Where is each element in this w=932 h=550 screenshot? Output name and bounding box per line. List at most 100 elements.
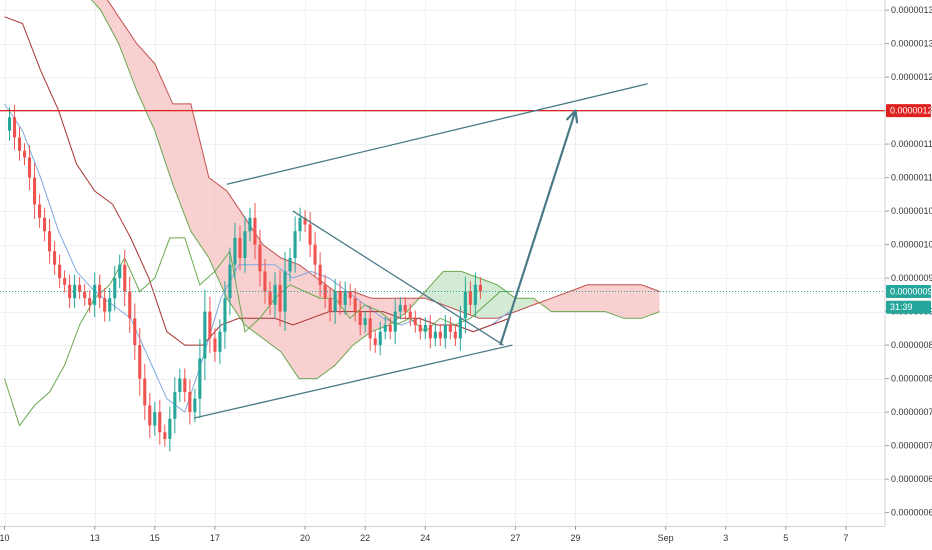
cloud-segment xyxy=(623,284,642,319)
candle-body xyxy=(398,304,402,312)
cloud-segment xyxy=(641,284,660,319)
candle-body xyxy=(118,264,122,279)
candle-body xyxy=(233,237,237,265)
cloud-segment xyxy=(208,177,227,299)
candle-body xyxy=(228,264,232,299)
time-tick-label: 13 xyxy=(90,533,100,543)
candle-body xyxy=(378,331,382,346)
candle-body xyxy=(403,304,407,312)
cloud-segment xyxy=(551,291,570,312)
candle-body xyxy=(318,264,322,285)
candle-body xyxy=(48,231,52,252)
candle-body xyxy=(213,338,217,352)
candle-body xyxy=(113,278,117,299)
candle-body xyxy=(433,331,437,339)
candle-body xyxy=(333,291,337,312)
candle-body xyxy=(288,258,292,272)
cloud-segment xyxy=(299,264,317,379)
candle-body xyxy=(28,157,32,178)
lower-triangle-line xyxy=(193,344,513,419)
candle-body xyxy=(323,284,327,299)
candle-body xyxy=(223,298,227,332)
target-arrow-shaft xyxy=(499,110,577,346)
candle-body xyxy=(8,117,12,131)
time-tick-label: 17 xyxy=(210,533,220,543)
candle-body xyxy=(268,291,272,305)
candle-body xyxy=(138,345,142,379)
cloud-segment xyxy=(353,291,372,346)
candle-body xyxy=(458,318,462,339)
candle-body xyxy=(193,398,197,413)
candle-body xyxy=(53,251,57,265)
candle-body xyxy=(393,311,397,332)
price-tick-label: 0.00000125 xyxy=(891,72,932,82)
candle-body xyxy=(173,392,177,419)
candle-body xyxy=(198,358,202,399)
candle-body xyxy=(343,291,347,305)
candle-body xyxy=(13,117,17,138)
candle-body xyxy=(473,284,477,305)
candle-body xyxy=(368,318,372,339)
candle-body xyxy=(108,298,112,312)
candle-body xyxy=(183,378,187,392)
candle-body xyxy=(353,298,357,312)
candle-body xyxy=(88,298,92,305)
time-tick-label: 20 xyxy=(300,533,310,543)
candle-body xyxy=(168,418,172,439)
price-tag-label-countdown: 31:39 xyxy=(890,302,913,312)
time-tick-label: 5 xyxy=(783,533,788,543)
candle-body xyxy=(33,177,37,205)
candle-body xyxy=(448,325,452,332)
candlesticks xyxy=(8,104,482,452)
candle-body xyxy=(23,150,27,158)
time-tick-label: 22 xyxy=(360,533,370,543)
price-tick-label: 0.00000095 xyxy=(891,273,932,283)
candle-body xyxy=(408,311,412,319)
candle-body xyxy=(273,284,277,305)
time-axis-panel[interactable] xyxy=(0,526,885,550)
price-tick-label: 0.00000115 xyxy=(891,139,932,149)
cloud-segment xyxy=(443,271,462,312)
candle-body xyxy=(103,298,107,312)
candle-body xyxy=(83,291,87,299)
candle-body xyxy=(413,318,417,325)
candle-body xyxy=(158,412,162,433)
price-axis-panel[interactable] xyxy=(885,0,932,526)
cloud-segment xyxy=(190,103,209,259)
cloud-segment xyxy=(172,103,191,232)
candle-body xyxy=(278,284,282,312)
candle-body xyxy=(58,264,62,279)
candle-body xyxy=(243,231,247,258)
cloud-span-b-line xyxy=(106,0,660,319)
candle-body xyxy=(148,405,152,426)
candle-body xyxy=(18,137,22,151)
candle-body xyxy=(313,244,317,265)
grid-lines xyxy=(0,0,885,526)
candle-body xyxy=(188,392,192,413)
time-tick-label: 3 xyxy=(723,533,728,543)
candle-body xyxy=(418,325,422,332)
cloud-segment xyxy=(118,16,137,91)
candle-body xyxy=(93,284,97,305)
cloud-segment xyxy=(136,43,155,131)
candle-body xyxy=(123,264,127,292)
candle-body xyxy=(428,325,432,339)
candle-body xyxy=(263,271,267,292)
candle-body xyxy=(358,311,362,325)
candle-body xyxy=(153,412,157,426)
price-tag-resistance xyxy=(886,104,931,118)
candle-body xyxy=(443,325,447,339)
candle-body xyxy=(463,291,467,319)
candle-body xyxy=(338,291,342,305)
candle-body xyxy=(328,298,332,312)
ichimoku-cloud xyxy=(90,0,660,380)
candle-body xyxy=(73,284,77,299)
candle-body xyxy=(253,217,257,245)
candle-body xyxy=(133,318,137,346)
candle-body xyxy=(43,217,47,232)
